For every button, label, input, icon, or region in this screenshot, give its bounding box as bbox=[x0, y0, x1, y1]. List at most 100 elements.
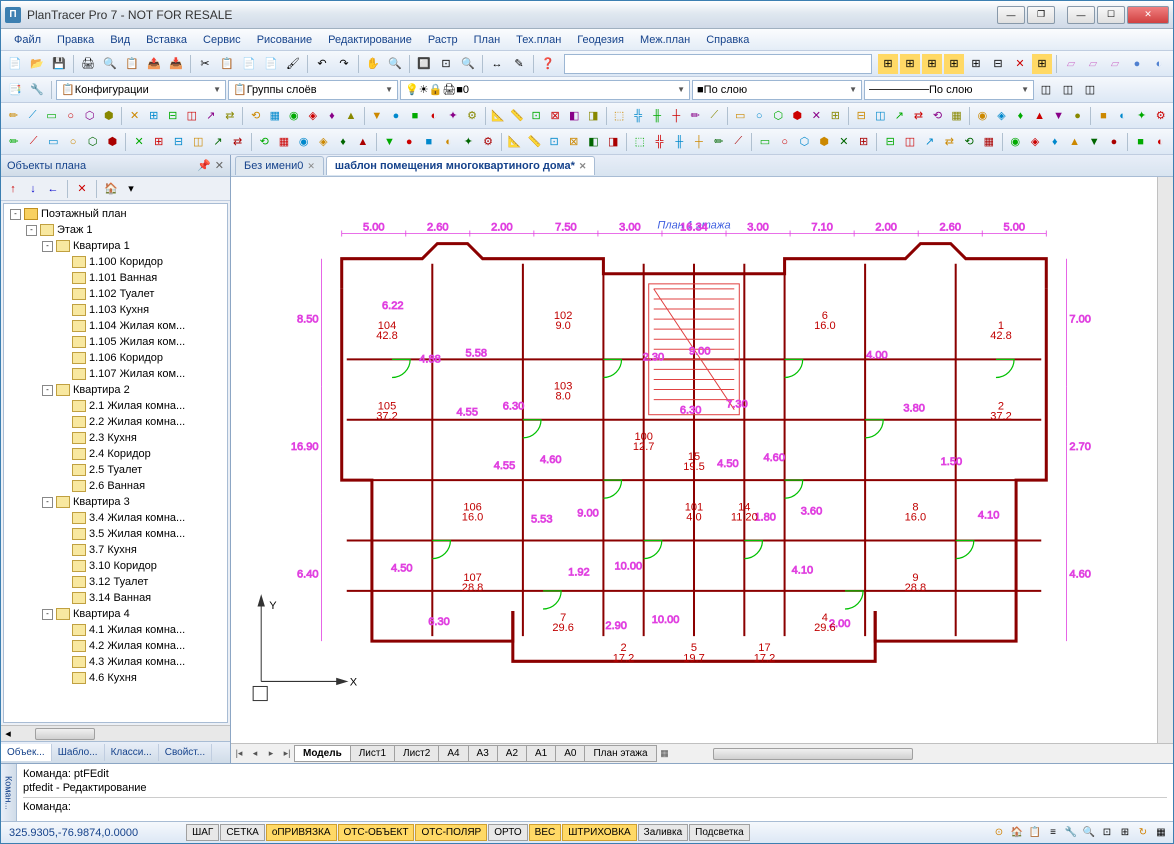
preview-icon[interactable]: 🔍 bbox=[100, 54, 120, 74]
tool-toolbar3-55-icon[interactable]: ◐ bbox=[1114, 106, 1131, 126]
s6-icon[interactable]: 🔍 bbox=[1081, 825, 1097, 841]
tool-toolbar4-32-icon[interactable]: ╫ bbox=[670, 132, 688, 152]
opt3-icon[interactable]: ⊞ bbox=[922, 54, 942, 74]
status-btn-ШАГ[interactable]: ШАГ bbox=[186, 824, 219, 841]
opt6-icon[interactable]: ⊟ bbox=[988, 54, 1008, 74]
tool-toolbar3-32-icon[interactable]: ╫ bbox=[649, 106, 666, 126]
tool-toolbar3-52-icon[interactable]: ▼ bbox=[1050, 106, 1067, 126]
tool-toolbar3-10-icon[interactable]: ↗ bbox=[202, 106, 219, 126]
tool-toolbar4-29-icon[interactable]: ◨ bbox=[604, 132, 622, 152]
tool-toolbar3-37-icon[interactable]: ○ bbox=[751, 106, 768, 126]
tree-node[interactable]: -Квартира 2 bbox=[6, 382, 225, 398]
panel-tab[interactable]: Объек... bbox=[1, 744, 52, 761]
copy-icon[interactable]: 📋 bbox=[217, 54, 237, 74]
tool-toolbar4-50-icon[interactable]: ♦ bbox=[1046, 132, 1064, 152]
tree-node[interactable]: 4.2 Жилая комна... bbox=[6, 638, 225, 654]
home-icon[interactable]: 🏠 bbox=[103, 181, 119, 197]
tree-node[interactable]: 4.6 Кухня bbox=[6, 670, 225, 686]
tool-toolbar4-21-icon[interactable]: ◐ bbox=[440, 132, 458, 152]
edit-icon[interactable]: ✎ bbox=[509, 54, 529, 74]
status-btn-оПРИВЯЗКА[interactable]: оПРИВЯЗКА bbox=[266, 824, 337, 841]
tool-toolbar4-3-icon[interactable]: ○ bbox=[64, 132, 82, 152]
s1-icon[interactable]: ⊙ bbox=[991, 825, 1007, 841]
tool-toolbar4-48-icon[interactable]: ◉ bbox=[1007, 132, 1025, 152]
maximize-button[interactable]: ☐ bbox=[1097, 6, 1125, 24]
tool-toolbar3-5-icon[interactable]: ⬢ bbox=[100, 106, 117, 126]
tool-toolbar3-48-icon[interactable]: ◉ bbox=[974, 106, 991, 126]
menu-Редактирование[interactable]: Редактирование bbox=[321, 31, 419, 49]
zoom-icon[interactable]: 🔍 bbox=[385, 54, 405, 74]
zoomext-icon[interactable]: 🔍 bbox=[458, 54, 478, 74]
tool-toolbar4-45-icon[interactable]: ⇄ bbox=[940, 132, 958, 152]
minimize2-button[interactable]: — bbox=[997, 6, 1025, 24]
tool-toolbar3-50-icon[interactable]: ♦ bbox=[1012, 106, 1029, 126]
model-tab[interactable]: A3 bbox=[468, 745, 498, 762]
panel-tab[interactable]: Шабло... bbox=[52, 744, 105, 761]
model-tab[interactable]: A2 bbox=[497, 745, 527, 762]
tool-toolbar4-24-icon[interactable]: 📐 bbox=[506, 132, 524, 152]
tool-toolbar3-46-icon[interactable]: ⟲ bbox=[929, 106, 946, 126]
tree-node[interactable]: 2.2 Жилая комна... bbox=[6, 414, 225, 430]
status-btn-ВЕС[interactable]: ВЕС bbox=[529, 824, 562, 841]
tool-toolbar3-42-icon[interactable]: ⊟ bbox=[853, 106, 870, 126]
brush-icon[interactable]: 🖌 bbox=[283, 54, 303, 74]
tool-toolbar3-3-icon[interactable]: ○ bbox=[62, 106, 79, 126]
panel-close-icon[interactable]: ✕ bbox=[215, 159, 224, 172]
tool-toolbar4-46-icon[interactable]: ⟲ bbox=[960, 132, 978, 152]
new-icon[interactable]: 📄 bbox=[5, 54, 25, 74]
tool-toolbar3-13-icon[interactable]: ▦ bbox=[266, 106, 283, 126]
tool-toolbar4-27-icon[interactable]: ⊠ bbox=[565, 132, 583, 152]
pin-icon[interactable]: 📌 bbox=[197, 159, 211, 172]
tree-node[interactable]: 3.7 Кухня bbox=[6, 542, 225, 558]
tool-toolbar3-23-icon[interactable]: ⚙ bbox=[464, 106, 481, 126]
s9-icon[interactable]: ↻ bbox=[1135, 825, 1151, 841]
layergroup-combo[interactable]: 📋Группы слоёв▼ bbox=[228, 80, 398, 100]
s4-icon[interactable]: ≡ bbox=[1045, 825, 1061, 841]
tool-toolbar4-41-icon[interactable]: ⊞ bbox=[855, 132, 873, 152]
tool-toolbar4-9-icon[interactable]: ◫ bbox=[189, 132, 207, 152]
tool-toolbar3-41-icon[interactable]: ⊞ bbox=[827, 106, 844, 126]
tool-toolbar4-2-icon[interactable]: ▭ bbox=[44, 132, 62, 152]
color-combo[interactable]: ■По слою▼ bbox=[692, 80, 862, 100]
tool-toolbar3-4-icon[interactable]: ⬡ bbox=[81, 106, 98, 126]
more-icon[interactable]: ▾ bbox=[123, 181, 139, 197]
menu-Геодезия[interactable]: Геодезия bbox=[570, 31, 631, 49]
s8-icon[interactable]: ⊞ bbox=[1117, 825, 1133, 841]
tree-node[interactable]: 1.101 Ванная bbox=[6, 270, 225, 286]
panel-tab[interactable]: Класси... bbox=[105, 744, 159, 761]
linetype-combo[interactable]: По слою▼ bbox=[864, 80, 1034, 100]
shape2-icon[interactable]: ▱ bbox=[1083, 54, 1103, 74]
tool-toolbar3-33-icon[interactable]: ┼ bbox=[668, 106, 685, 126]
tool-toolbar3-56-icon[interactable]: ✦ bbox=[1133, 106, 1150, 126]
status-btn-ОТС-ПОЛЯР[interactable]: ОТС-ПОЛЯР bbox=[415, 824, 487, 841]
tool-toolbar3-1-icon[interactable]: ⟋ bbox=[24, 106, 41, 126]
tool-toolbar3-24-icon[interactable]: 📐 bbox=[489, 106, 506, 126]
tool-toolbar4-19-icon[interactable]: ● bbox=[400, 132, 418, 152]
tool-toolbar3-16-icon[interactable]: ♦ bbox=[323, 106, 340, 126]
tool-toolbar4-0-icon[interactable]: ✏ bbox=[5, 132, 23, 152]
tool-toolbar3-54-icon[interactable]: ■ bbox=[1095, 106, 1112, 126]
tab-add-icon[interactable]: ▦ bbox=[657, 748, 673, 759]
tool-toolbar4-55-icon[interactable]: ◐ bbox=[1151, 132, 1169, 152]
drawing-canvas[interactable]: План 1 этажа YX5.002.602.007.503.0016.34… bbox=[231, 177, 1157, 743]
tool-toolbar3-21-icon[interactable]: ◐ bbox=[425, 106, 442, 126]
tree-node[interactable]: 1.107 Жилая ком... bbox=[6, 366, 225, 382]
tree-node[interactable]: 1.100 Коридор bbox=[6, 254, 225, 270]
tool-toolbar3-15-icon[interactable]: ◈ bbox=[304, 106, 321, 126]
tool-toolbar4-28-icon[interactable]: ◧ bbox=[585, 132, 603, 152]
tool-toolbar3-25-icon[interactable]: 📏 bbox=[508, 106, 525, 126]
tool-toolbar3-18-icon[interactable]: ▼ bbox=[368, 106, 385, 126]
redo-icon[interactable]: ↷ bbox=[334, 54, 354, 74]
tool-toolbar3-51-icon[interactable]: ▲ bbox=[1031, 106, 1048, 126]
tool-toolbar4-39-icon[interactable]: ⬢ bbox=[815, 132, 833, 152]
model-tab[interactable]: A0 bbox=[555, 745, 585, 762]
tree-node[interactable]: -Этаж 1 bbox=[6, 222, 225, 238]
tree-node[interactable]: 2.6 Ванная bbox=[6, 478, 225, 494]
up-icon[interactable]: ↑ bbox=[5, 181, 21, 197]
tree-node[interactable]: 2.4 Коридор bbox=[6, 446, 225, 462]
doc-tab[interactable]: Без имени0✕ bbox=[235, 156, 324, 175]
tool-toolbar4-36-icon[interactable]: ▭ bbox=[756, 132, 774, 152]
shape1-icon[interactable]: ▱ bbox=[1061, 54, 1081, 74]
opt2-icon[interactable]: ⊞ bbox=[900, 54, 920, 74]
tool-toolbar4-7-icon[interactable]: ⊞ bbox=[150, 132, 168, 152]
